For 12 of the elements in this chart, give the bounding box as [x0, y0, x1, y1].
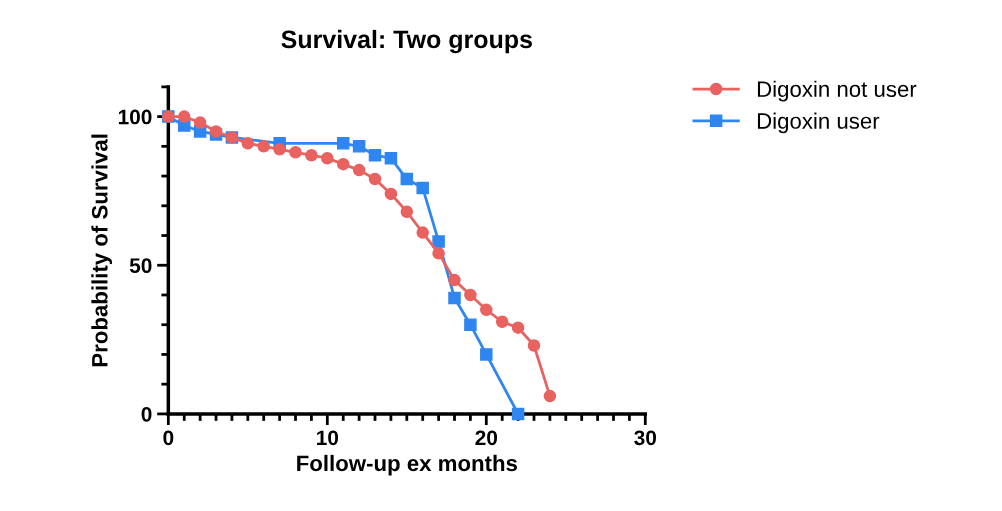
y-tick-label: 100 [118, 109, 152, 125]
x-tick-label: 10 [317, 430, 339, 446]
chart-title: Survival: Two groups [281, 29, 532, 54]
x-tick-label: 20 [475, 430, 498, 446]
y-tick-label: 0 [141, 406, 152, 422]
x-tick-label: 30 [634, 430, 657, 446]
y-tick-label: 50 [129, 258, 152, 274]
x-axis-title: Follow-up ex months [297, 454, 518, 476]
y-axis-title: Probability of Survival [91, 134, 113, 367]
legend-label: Digoxin not user [757, 80, 917, 102]
x-tick-label: 0 [163, 430, 174, 446]
legend-label: Digoxin user [757, 112, 880, 134]
